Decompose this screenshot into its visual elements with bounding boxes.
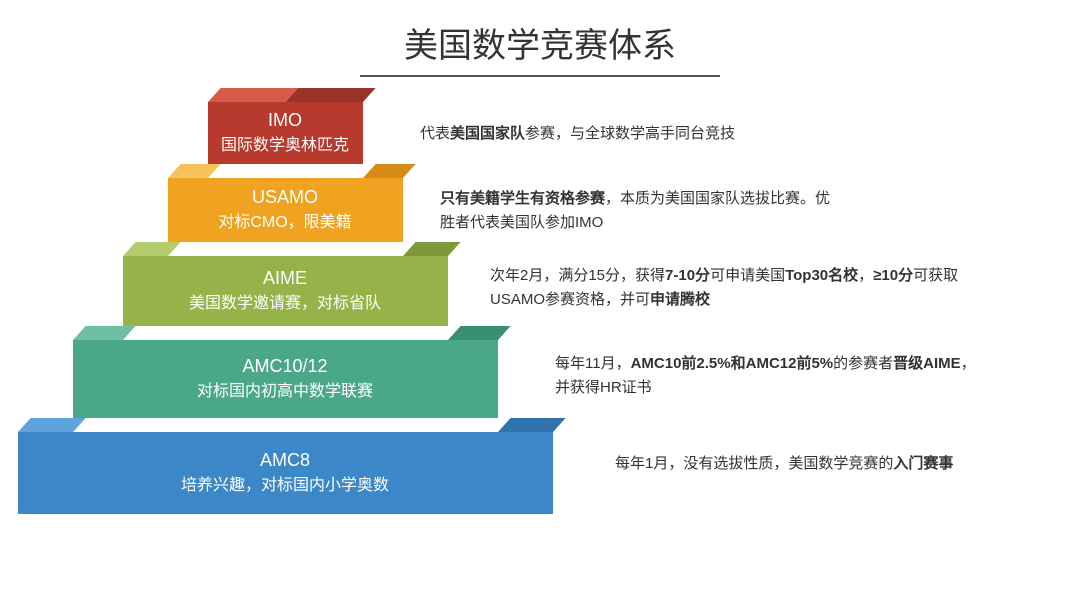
pyramid-top-amc8 xyxy=(18,418,553,432)
pyramid-level-aime: AIME 美国数学邀请赛，对标省队 xyxy=(123,256,448,326)
level-title-amc1012: AMC10/12 xyxy=(242,355,327,378)
pyramid-level-amc8: AMC8 培养兴趣，对标国内小学奥数 xyxy=(18,432,553,514)
level-subtitle-imo: 国际数学奥林匹克 xyxy=(221,135,349,157)
level-desc-aime: 次年2月，满分15分，获得7-10分可申请美国Top30名校，≥10分可获取US… xyxy=(490,264,990,312)
level-title-aime: AIME xyxy=(263,267,307,290)
pyramid-top-usamo xyxy=(168,164,403,178)
pyramid-stage: IMO 国际数学奥林匹克 代表美国国家队参赛，与全球数学高手同台竞技 USAMO 对标C… xyxy=(0,87,1080,597)
title-underline xyxy=(360,75,720,77)
pyramid-level-amc1012: AMC10/12 对标国内初高中数学联赛 xyxy=(73,340,498,418)
level-subtitle-amc8: 培养兴趣，对标国内小学奥数 xyxy=(181,475,389,497)
page-title: 美国数学竞赛体系 xyxy=(0,0,1080,67)
level-title-imo: IMO xyxy=(268,109,302,132)
level-desc-amc1012: 每年11月，AMC10前2.5%和AMC12前5%的参赛者晋级AIME，并获得H… xyxy=(555,352,985,400)
pyramid-level-imo: IMO 国际数学奥林匹克 xyxy=(208,102,363,164)
level-title-usamo: USAMO xyxy=(252,186,318,209)
level-desc-usamo: 只有美籍学生有资格参赛，本质为美国国家队选拔比赛。优胜者代表美国队参加IMO xyxy=(440,187,840,235)
pyramid-top-aime xyxy=(123,242,448,256)
level-desc-amc8: 每年1月，没有选拔性质，美国数学竞赛的入门赛事 xyxy=(615,452,1045,476)
level-subtitle-usamo: 对标CMO，限美籍 xyxy=(218,212,351,234)
level-desc-imo: 代表美国国家队参赛，与全球数学高手同台竞技 xyxy=(420,122,920,146)
level-subtitle-aime: 美国数学邀请赛，对标省队 xyxy=(189,293,381,315)
pyramid-level-usamo: USAMO 对标CMO，限美籍 xyxy=(168,178,403,242)
level-title-amc8: AMC8 xyxy=(260,449,310,472)
pyramid-top-imo xyxy=(208,88,363,102)
level-subtitle-amc1012: 对标国内初高中数学联赛 xyxy=(197,381,373,403)
pyramid-top-amc1012 xyxy=(73,326,498,340)
